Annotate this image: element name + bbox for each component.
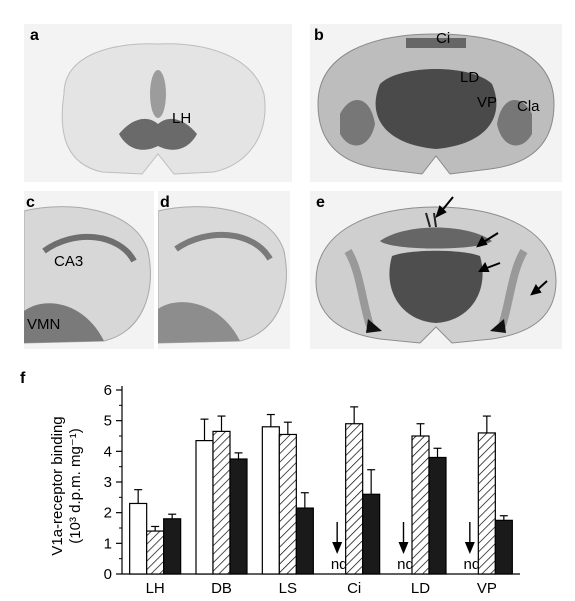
region-label-cla: Cla	[517, 98, 540, 115]
region-label-lh: LH	[172, 110, 192, 127]
bar-black	[163, 518, 182, 575]
chart-bars: nd nd nd	[129, 406, 513, 575]
panel-d-image: d	[158, 191, 290, 349]
panel-label-a: a	[30, 27, 39, 44]
region-label-ca3: CA3	[54, 253, 84, 270]
y-axis-label-line1: V1a-receptor binding	[49, 416, 66, 555]
panel-label-b: b	[314, 27, 324, 44]
nd-label: nd	[463, 556, 480, 573]
brain-section-a	[61, 43, 266, 175]
panel-a-image: a LH	[24, 24, 292, 182]
bar-hatched	[345, 423, 364, 575]
bar-black	[229, 458, 248, 575]
bar-hatched	[278, 433, 297, 575]
arrow-icon	[435, 196, 548, 296]
nd-label: nd	[397, 556, 414, 573]
y-tick-label: 0	[104, 566, 112, 583]
region-label-ci: Ci	[436, 30, 451, 47]
panel-e-image: e	[310, 191, 562, 349]
arrow-icon	[332, 542, 343, 554]
arrow-icon	[398, 542, 409, 554]
bar-hatched	[411, 435, 430, 575]
nd-label: nd	[331, 556, 348, 573]
panel-b-image: b Ci LD VP Cla	[310, 24, 562, 182]
panel-label-c: c	[26, 194, 35, 211]
bar-chart-f: 0 1 2 3 4 5 6 LH DB LS Ci LD VP nd nd nd V1a-receptor …	[49, 382, 520, 597]
x-tick-label: VP	[477, 580, 497, 597]
y-tick-label: 2	[104, 505, 112, 522]
panel-label-d: d	[160, 194, 170, 211]
bar-white	[195, 439, 214, 575]
brain-section-b	[317, 33, 555, 175]
y-axis-label-line2: (10³ d.p.m. mg⁻¹)	[67, 428, 84, 543]
region-label-ld: LD	[460, 69, 480, 86]
brain-section-e	[315, 206, 557, 344]
bar-white	[129, 502, 148, 575]
bar-black	[494, 519, 513, 575]
y-tick-label: 6	[104, 382, 112, 399]
y-tick-label: 4	[104, 443, 112, 460]
x-tick-label: DB	[211, 580, 232, 597]
brain-section-c	[24, 206, 151, 344]
bar-black	[428, 456, 447, 575]
chart-axes: 0 1 2 3 4 5 6 LH DB LS Ci LD VP	[104, 382, 520, 597]
panel-label-e: e	[316, 194, 325, 211]
y-tick-label: 3	[104, 474, 112, 491]
x-tick-label: LD	[411, 580, 430, 597]
region-label-vp: VP	[477, 94, 498, 111]
y-tick-label: 5	[104, 413, 112, 430]
panel-label-f: f	[20, 370, 26, 387]
bar-black	[295, 507, 314, 575]
brain-section-d	[158, 206, 287, 344]
bar-hatched	[477, 432, 496, 575]
panel-c-image: c CA3 VMN	[24, 191, 154, 349]
bar-white	[261, 426, 280, 575]
x-tick-label: Ci	[347, 580, 361, 597]
region-label-vmn: VMN	[27, 316, 61, 333]
arrow-icon	[464, 542, 475, 554]
x-tick-label: LS	[279, 580, 297, 597]
bar-hatched	[146, 530, 165, 575]
bar-hatched	[212, 430, 231, 575]
y-tick-label: 1	[104, 535, 112, 552]
x-tick-label: LH	[146, 580, 165, 597]
bar-black	[362, 493, 381, 575]
